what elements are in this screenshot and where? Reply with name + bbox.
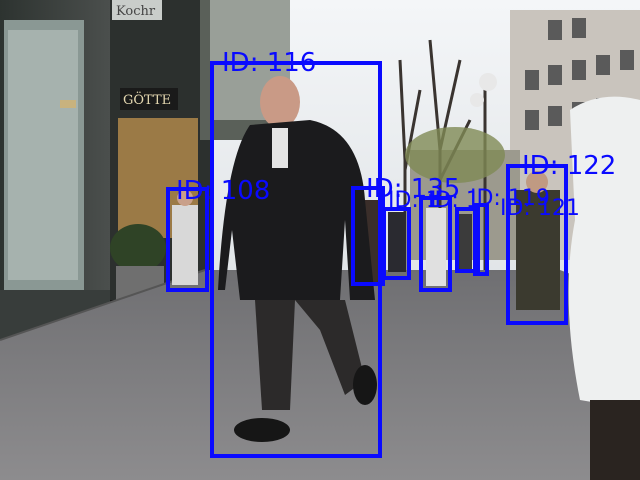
detection-label-1b: ID: 1 — [428, 188, 480, 213]
detection-box-1a — [382, 207, 411, 280]
detection-label-108: ID: 108 — [176, 176, 271, 206]
detection-box-1b — [419, 196, 452, 292]
detection-box-116 — [210, 61, 382, 458]
detection-label-121: ID: 121 — [500, 196, 580, 221]
detection-box-108 — [166, 187, 209, 292]
shop-sign-gotte: GÖTTE — [123, 91, 171, 108]
detection-box-119 — [455, 207, 480, 273]
detection-label-116: ID: 116 — [222, 48, 317, 78]
detection-box-121 — [473, 203, 489, 276]
detection-label-119: ID: 119 — [470, 186, 550, 211]
shop-sign-top: Kochr — [116, 4, 156, 19]
detection-label-122: ID: 122 — [522, 151, 617, 181]
detection-box-122 — [506, 164, 568, 325]
detection-label-1a: ID: 1 — [388, 188, 440, 213]
